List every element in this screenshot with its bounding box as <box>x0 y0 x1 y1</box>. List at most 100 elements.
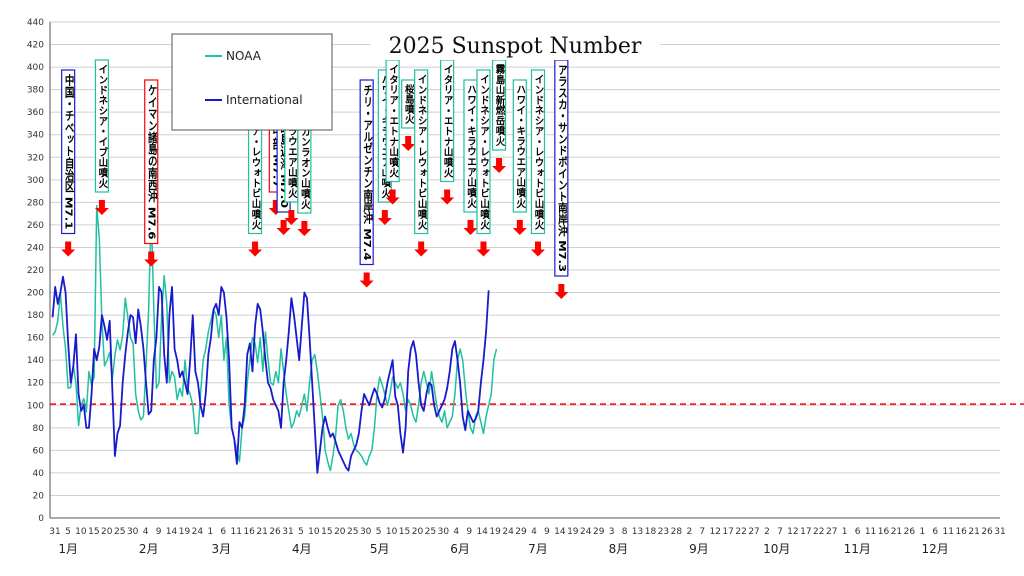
x-tick-label: 11 <box>231 527 242 537</box>
annotation-text: 中国・チベット自治区 M7.1 <box>63 73 75 229</box>
x-month-label: 11月 <box>844 542 871 556</box>
annotation-text: ケイマン諸島の南西沖 M7.6 <box>146 84 158 240</box>
x-tick-label: 2 <box>764 527 770 537</box>
y-tick-label: 300 <box>27 176 44 186</box>
annotation: ケイマン諸島の南西沖 M7.6 <box>144 79 159 267</box>
x-tick-label: 24 <box>580 527 592 537</box>
x-axis: 31 5 10 15 20 25 30 4 9 14 19 24 1 6 11 16 21 26 31 5 10 15 20… <box>49 517 1006 556</box>
annotation: 中国・チベット自治区 M7.1 <box>61 69 76 257</box>
annotation: 桜島噴火 <box>401 79 416 151</box>
x-tick-label: 1 <box>919 527 925 537</box>
x-tick-label: 20 <box>412 527 424 537</box>
x-tick-label: 11 <box>942 527 953 537</box>
x-tick-label: 29 <box>515 527 527 537</box>
x-month-label: 4月 <box>292 542 312 556</box>
x-tick-label: 24 <box>192 527 204 537</box>
annotation: チリ・アルゼンチン南岸沖 M7.4 <box>359 79 374 288</box>
x-tick-label: 28 <box>671 527 683 537</box>
x-month-label: 10月 <box>763 542 790 556</box>
y-tick-label: 140 <box>27 356 44 366</box>
annotation-text: フィリピン・カンラオン山噴火 <box>299 64 311 210</box>
x-tick-label: 5 <box>376 527 382 537</box>
x-month-label: 6月 <box>450 542 470 556</box>
x-tick-label: 25 <box>425 527 436 537</box>
x-month-label: 7月 <box>528 542 548 556</box>
annotation: インドネシア・レウォトビ山噴火 <box>530 69 546 257</box>
x-tick-label: 31 <box>282 527 293 537</box>
y-tick-label: 380 <box>27 86 44 96</box>
x-tick-label: 15 <box>399 527 410 537</box>
y-tick-label: 420 <box>27 41 44 51</box>
y-tick-label: 180 <box>27 311 44 321</box>
x-month-label: 1月 <box>58 542 78 556</box>
x-tick-label: 21 <box>968 527 979 537</box>
annotation-box <box>61 69 76 235</box>
x-tick-label: 4 <box>531 527 537 537</box>
x-tick-label: 22 <box>813 527 824 537</box>
annotation-box <box>144 79 159 245</box>
x-tick-label: 27 <box>826 527 837 537</box>
annotation-text: 霧島山新燃岳噴火 <box>494 64 507 147</box>
x-tick-label: 30 <box>360 527 372 537</box>
x-tick-label: 14 <box>476 527 488 537</box>
x-tick-label: 14 <box>166 527 178 537</box>
x-tick-label: 15 <box>321 527 332 537</box>
down-arrow-icon <box>359 272 374 288</box>
x-tick-label: 10 <box>386 527 398 537</box>
x-tick-label: 24 <box>502 527 514 537</box>
down-arrow-icon <box>297 221 312 236</box>
annotation-text: ハワイ・キラウエア山噴火 <box>379 74 391 199</box>
y-axis: 0 20 40 60 80 100 120 140 160 180 200 220 240 260 280 3… <box>27 18 51 524</box>
y-tick-label: 260 <box>27 221 44 231</box>
annotation: インドネシア・レウォトビ山噴火 <box>414 69 429 257</box>
x-tick-label: 16 <box>243 527 255 537</box>
annotation-text: イタリア・エトナ山噴火 <box>442 64 454 178</box>
legend: NOAA International <box>171 33 333 131</box>
y-tick-label: 80 <box>33 424 45 434</box>
x-tick-label: 21 <box>891 527 902 537</box>
series-line-international <box>51 275 490 474</box>
x-tick-label: 27 <box>748 527 759 537</box>
x-tick-label: 7 <box>699 527 705 537</box>
down-arrow-icon <box>463 220 478 235</box>
down-arrow-icon <box>377 210 392 225</box>
annotation: ハワイ・キラウエア山噴火 <box>463 79 478 235</box>
down-arrow-icon <box>476 241 491 257</box>
x-tick-label: 13 <box>632 527 643 537</box>
x-tick-label: 19 <box>179 527 191 537</box>
down-arrow-icon <box>492 158 507 173</box>
x-tick-label: 17 <box>722 527 733 537</box>
annotation-text: チリ・アルゼンチン南岸沖 M7.4 <box>361 84 373 261</box>
annotation-text: トンガ諸島近海 M7.0 <box>278 84 290 208</box>
x-tick-label: 9 <box>544 527 550 537</box>
title-bg <box>370 30 660 60</box>
annotation-text: ハワイ・キラウエア山噴火 <box>514 84 526 209</box>
x-tick-label: 21 <box>256 527 267 537</box>
annotation-text: インドネシア・レウォトビ山噴火 <box>478 74 490 230</box>
x-tick-label: 15 <box>88 527 99 537</box>
y-tick-label: 100 <box>27 401 44 411</box>
x-tick-label: 11 <box>865 527 876 537</box>
down-arrow-icon <box>401 136 416 151</box>
x-tick-label: 10 <box>75 527 87 537</box>
y-tick-label: 360 <box>27 108 44 118</box>
annotation: インドネシア・イブ山噴火 <box>94 59 110 215</box>
x-tick-label: 23 <box>658 527 669 537</box>
down-arrow-icon <box>248 241 263 257</box>
annotation: イタリア・エトナ山噴火 <box>385 59 400 205</box>
x-month-label: 3月 <box>211 542 231 556</box>
annotation-box <box>530 69 546 235</box>
annotation-text: イタリア・エトナ山噴火 <box>387 64 399 178</box>
x-tick-label: 22 <box>735 527 746 537</box>
x-tick-label: 26 <box>981 527 993 537</box>
down-arrow-icon <box>554 284 569 299</box>
x-tick-label: 5 <box>65 527 71 537</box>
x-tick-label: 25 <box>114 527 125 537</box>
x-month-label: 9月 <box>689 542 709 556</box>
down-arrow-icon <box>440 189 455 205</box>
x-tick-label: 12 <box>709 527 720 537</box>
x-tick-label: 4 <box>453 527 459 537</box>
down-arrow-icon <box>61 241 76 257</box>
x-tick-label: 8 <box>622 527 628 537</box>
annotation: インドネシア・レウォトビ山噴火 <box>476 69 491 257</box>
